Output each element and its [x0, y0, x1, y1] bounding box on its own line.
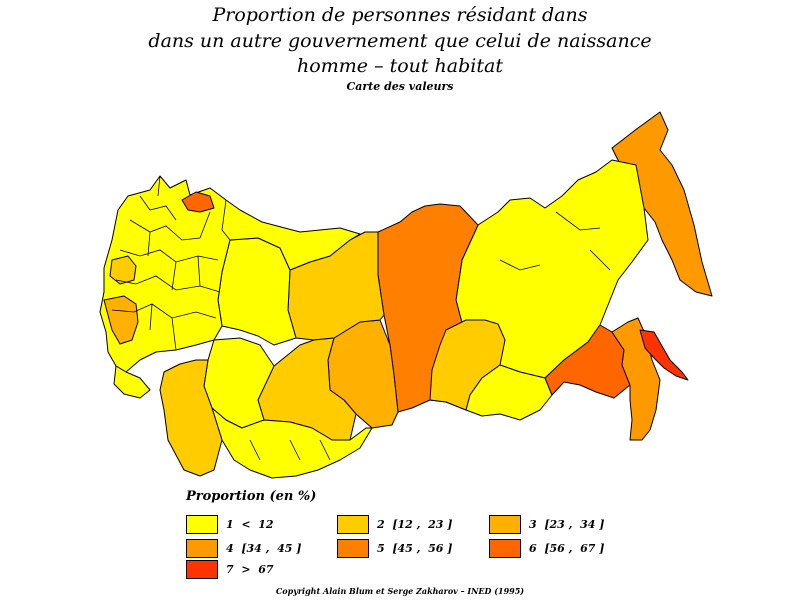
legend-swatch [186, 559, 218, 579]
internal-borders-europe [111, 175, 231, 351]
copyright-notice: Copyright Alain Blum et Serge Zakharov –… [275, 586, 525, 596]
legend-item: 6 [56 , 67 ] [489, 538, 605, 558]
internal-borders-siberia [249, 211, 611, 461]
legend-item: 2 [12 , 23 ] [337, 514, 453, 534]
legend-label: 6 [56 , 67 ] [529, 541, 605, 555]
legend-label: 1 < 12 [226, 517, 274, 531]
legend-title: Proportion (en %) [186, 489, 317, 504]
legend-item: 5 [45 , 56 ] [337, 538, 453, 558]
legend-item: 4 [34 , 45 ] [186, 538, 302, 558]
legend-swatch [186, 538, 218, 558]
legend-item: 1 < 12 [186, 514, 274, 534]
legend-label: 3 [23 , 34 ] [529, 517, 605, 531]
legend-item: 7 > 67 [186, 559, 274, 579]
region-sakhalin [639, 329, 689, 381]
region-baltic [109, 255, 137, 285]
legend-swatch [489, 514, 521, 534]
legend-swatch [337, 514, 369, 534]
legend-swatch [489, 538, 521, 558]
map-title-line-1: Proportion de personnes résidant dans [212, 4, 588, 26]
legend-swatch [337, 538, 369, 558]
map-title-line-2: dans un autre gouvernement que celui de … [148, 30, 652, 52]
legend-swatch [186, 514, 218, 534]
region-ukraine-west [103, 295, 139, 345]
region-kazakhstan-west [159, 359, 223, 477]
legend-item: 3 [23 , 34 ] [489, 514, 605, 534]
legend-label: 2 [12 , 23 ] [377, 517, 453, 531]
region-caucasus [113, 365, 151, 399]
region-central-asia [211, 407, 373, 479]
legend-label: 5 [45 , 56 ] [377, 541, 453, 555]
region-arkhangelsk-coast [181, 191, 215, 213]
map-subtitle: Carte des valeurs [346, 80, 454, 93]
legend-label: 7 > 67 [226, 562, 274, 576]
legend-label: 4 [34 , 45 ] [226, 541, 302, 555]
map-title-line-3: homme – tout habitat [297, 55, 503, 77]
